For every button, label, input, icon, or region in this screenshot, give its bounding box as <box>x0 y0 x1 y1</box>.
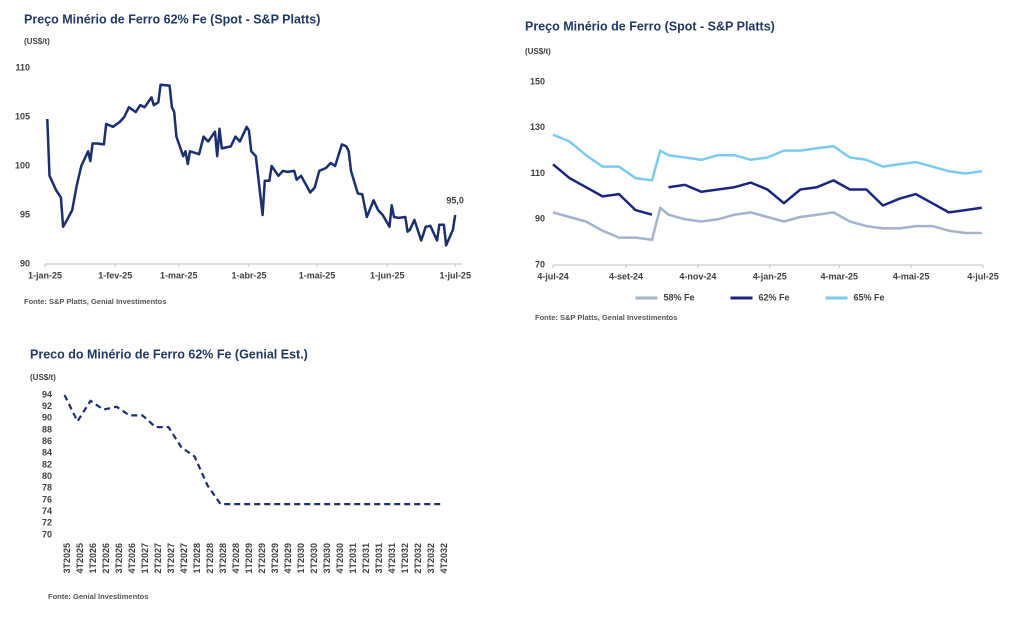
x-tick-label: 1-jun-25 <box>370 270 405 280</box>
x-tick-label: 3T2031 <box>374 543 384 574</box>
x-tick-label: 1T2028 <box>192 543 202 574</box>
y-tick-label: 90 <box>20 258 30 268</box>
x-tick-label: 4-jul-25 <box>967 271 999 281</box>
x-tick-label: 4T2028 <box>231 543 241 574</box>
y-tick-label: 105 <box>15 111 30 121</box>
chart-title: Preco do Minério de Ferro 62% Fe (Genial… <box>30 347 308 361</box>
x-tick-label: 4T2025 <box>75 543 85 574</box>
x-tick-label: 4-nov-24 <box>679 271 716 281</box>
chart-title: Preço Minério de Ferro (Spot - S&P Platt… <box>525 19 775 33</box>
y-tick-label: 82 <box>42 459 52 469</box>
y-tick-label: 70 <box>535 259 545 269</box>
end-label: 95,0 <box>446 195 464 205</box>
y-tick-label: 130 <box>530 122 545 132</box>
data-line <box>552 206 982 242</box>
x-tick-label: 1-fev-25 <box>98 270 132 280</box>
x-tick-label: 4T2027 <box>179 543 189 574</box>
x-tick-label: 1T2026 <box>88 543 98 574</box>
x-tick-label: 2T2026 <box>101 543 111 574</box>
source-note: Fonte: S&P Platts, Genial Investimentos <box>24 297 166 306</box>
x-tick-label: 1T2032 <box>400 543 410 574</box>
y-tick-label: 95 <box>20 209 30 219</box>
x-tick-label: 1T2029 <box>244 543 254 574</box>
unit-label: (US$/t) <box>525 47 551 56</box>
x-tick-label: 4T2031 <box>387 543 397 574</box>
x-tick-label: 2T2028 <box>205 543 215 574</box>
y-tick-label: 110 <box>530 168 545 178</box>
x-tick-label: 4T2026 <box>127 543 137 574</box>
data-line <box>552 133 982 182</box>
x-tick-label: 4-mai-25 <box>893 271 930 281</box>
data-line <box>552 163 982 216</box>
x-tick-label: 3T2026 <box>114 543 124 574</box>
y-tick-label: 110 <box>15 62 30 72</box>
x-tick-label: 3T2028 <box>218 543 228 574</box>
unit-label: (US$/t) <box>24 37 50 46</box>
y-tick-label: 100 <box>15 160 30 170</box>
x-tick-label: 4T2029 <box>283 543 293 574</box>
x-tick-label: 1-jan-25 <box>28 270 62 280</box>
x-tick-label: 4-jul-24 <box>537 271 569 281</box>
x-tick-label: 2T2030 <box>309 543 319 574</box>
y-tick-label: 76 <box>42 494 52 504</box>
x-tick-label: 2T2027 <box>153 543 163 574</box>
unit-label: (US$/t) <box>30 373 56 382</box>
y-tick-label: 86 <box>42 436 52 446</box>
source-note: Fonte: S&P Platts, Genial Investimentos <box>535 313 677 322</box>
x-tick-label: 4-jan-25 <box>753 271 787 281</box>
x-tick-label: 3T2030 <box>322 543 332 574</box>
chart-title: Preço Minério de Ferro 62% Fe (Spot - S&… <box>24 12 320 26</box>
x-tick-label: 1T2030 <box>296 543 306 574</box>
y-tick-label: 88 <box>42 424 52 434</box>
y-tick-label: 78 <box>42 483 52 493</box>
x-tick-label: 4T2030 <box>335 543 345 574</box>
y-tick-label: 92 <box>42 401 52 411</box>
y-tick-label: 74 <box>42 506 52 516</box>
data-line <box>63 394 442 506</box>
y-tick-label: 70 <box>42 529 52 539</box>
x-tick-label: 4-mar-25 <box>821 271 859 281</box>
x-tick-label: 3T2025 <box>62 543 72 574</box>
y-tick-label: 90 <box>535 214 545 224</box>
x-tick-label: 4-set-24 <box>609 271 643 281</box>
x-tick-label: 3T2027 <box>166 543 176 574</box>
x-tick-label: 2T2029 <box>257 543 267 574</box>
x-tick-label: 3T2032 <box>426 543 436 574</box>
x-tick-label: 2T2031 <box>361 543 371 574</box>
x-tick-label: 1T2027 <box>140 543 150 574</box>
x-tick-label: 1-jul-25 <box>439 270 471 280</box>
y-tick-label: 84 <box>42 448 52 458</box>
x-tick-label: 1-mai-25 <box>299 270 336 280</box>
x-tick-label: 1-mar-25 <box>160 270 198 280</box>
legend-label: 65% Fe <box>854 292 885 302</box>
x-tick-label: 1-abr-25 <box>231 270 266 280</box>
x-tick-label: 2T2032 <box>413 543 423 574</box>
data-line <box>46 83 457 247</box>
source-note: Fonte: Genial Investimentos <box>48 592 148 601</box>
x-tick-label: 1T2031 <box>348 543 358 574</box>
legend-label: 62% Fe <box>759 292 790 302</box>
x-tick-label: 4T2032 <box>439 543 449 574</box>
legend-label: 58% Fe <box>664 292 695 302</box>
y-tick-label: 80 <box>42 471 52 481</box>
y-tick-label: 94 <box>42 389 52 399</box>
y-tick-label: 72 <box>42 518 52 528</box>
y-tick-label: 90 <box>42 413 52 423</box>
x-tick-label: 3T2029 <box>270 543 280 574</box>
y-tick-label: 150 <box>530 76 545 86</box>
